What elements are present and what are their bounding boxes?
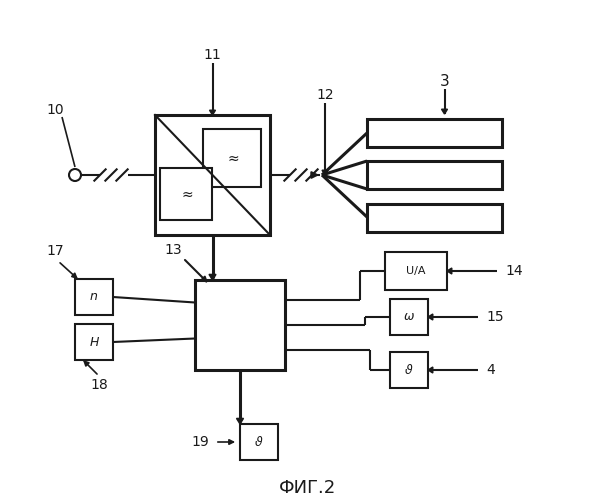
Text: 17: 17 <box>46 244 64 258</box>
Text: ФИГ.2: ФИГ.2 <box>279 479 336 497</box>
Text: 18: 18 <box>90 378 108 392</box>
Text: $\approx$: $\approx$ <box>224 151 239 165</box>
Bar <box>203 129 261 187</box>
Text: 4: 4 <box>486 363 494 377</box>
Text: 15: 15 <box>486 310 504 324</box>
Bar <box>385 252 447 290</box>
Polygon shape <box>209 274 216 280</box>
Bar <box>75 324 113 360</box>
Polygon shape <box>447 268 452 274</box>
Text: 19: 19 <box>191 435 209 449</box>
Text: 13: 13 <box>164 243 182 257</box>
Bar <box>195 280 285 370</box>
Text: n: n <box>90 290 98 304</box>
Text: 12: 12 <box>316 88 334 102</box>
Text: 10: 10 <box>46 103 64 117</box>
Text: $\vartheta$: $\vartheta$ <box>254 435 264 449</box>
Bar <box>155 115 270 235</box>
Bar <box>240 424 278 460</box>
Polygon shape <box>428 367 433 373</box>
Polygon shape <box>210 110 215 115</box>
Polygon shape <box>442 109 448 114</box>
Polygon shape <box>237 418 244 424</box>
Bar <box>390 299 428 335</box>
Bar <box>367 161 502 189</box>
Text: $\omega$: $\omega$ <box>403 310 415 324</box>
Bar <box>390 352 428 388</box>
Text: $\vartheta$: $\vartheta$ <box>404 363 414 377</box>
Text: H: H <box>89 336 98 348</box>
Bar <box>160 168 212 220</box>
Text: 14: 14 <box>505 264 523 278</box>
Text: U/A: U/A <box>407 266 426 276</box>
Bar <box>75 279 113 315</box>
Text: 3: 3 <box>440 74 450 88</box>
Polygon shape <box>428 314 433 320</box>
Bar <box>367 204 502 232</box>
Polygon shape <box>322 170 328 175</box>
Text: $\approx$: $\approx$ <box>178 187 194 201</box>
Text: 11: 11 <box>204 48 221 62</box>
Bar <box>367 119 502 147</box>
